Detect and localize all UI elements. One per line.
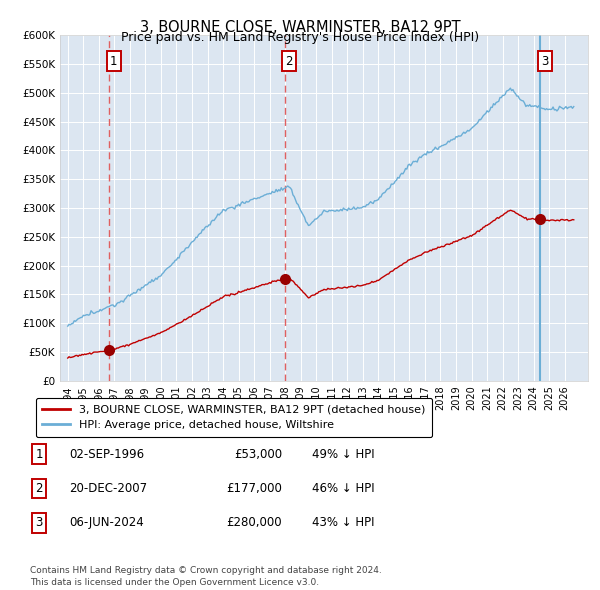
Text: 02-SEP-1996: 02-SEP-1996 xyxy=(69,448,144,461)
Text: 46% ↓ HPI: 46% ↓ HPI xyxy=(312,482,374,495)
Text: 49% ↓ HPI: 49% ↓ HPI xyxy=(312,448,374,461)
Text: 3, BOURNE CLOSE, WARMINSTER, BA12 9PT: 3, BOURNE CLOSE, WARMINSTER, BA12 9PT xyxy=(140,20,460,35)
Text: 1: 1 xyxy=(110,55,118,68)
Text: 43% ↓ HPI: 43% ↓ HPI xyxy=(312,516,374,529)
Text: 20-DEC-2007: 20-DEC-2007 xyxy=(69,482,147,495)
Text: £177,000: £177,000 xyxy=(226,482,282,495)
Text: Price paid vs. HM Land Registry's House Price Index (HPI): Price paid vs. HM Land Registry's House … xyxy=(121,31,479,44)
Text: 2: 2 xyxy=(286,55,293,68)
Text: £280,000: £280,000 xyxy=(226,516,282,529)
Text: 1: 1 xyxy=(35,448,43,461)
Text: £53,000: £53,000 xyxy=(234,448,282,461)
Text: 06-JUN-2024: 06-JUN-2024 xyxy=(69,516,144,529)
Text: 2: 2 xyxy=(35,482,43,495)
Text: 3: 3 xyxy=(541,55,548,68)
Text: Contains HM Land Registry data © Crown copyright and database right 2024.
This d: Contains HM Land Registry data © Crown c… xyxy=(30,566,382,587)
Text: 3: 3 xyxy=(35,516,43,529)
Legend: 3, BOURNE CLOSE, WARMINSTER, BA12 9PT (detached house), HPI: Average price, deta: 3, BOURNE CLOSE, WARMINSTER, BA12 9PT (d… xyxy=(35,398,432,437)
